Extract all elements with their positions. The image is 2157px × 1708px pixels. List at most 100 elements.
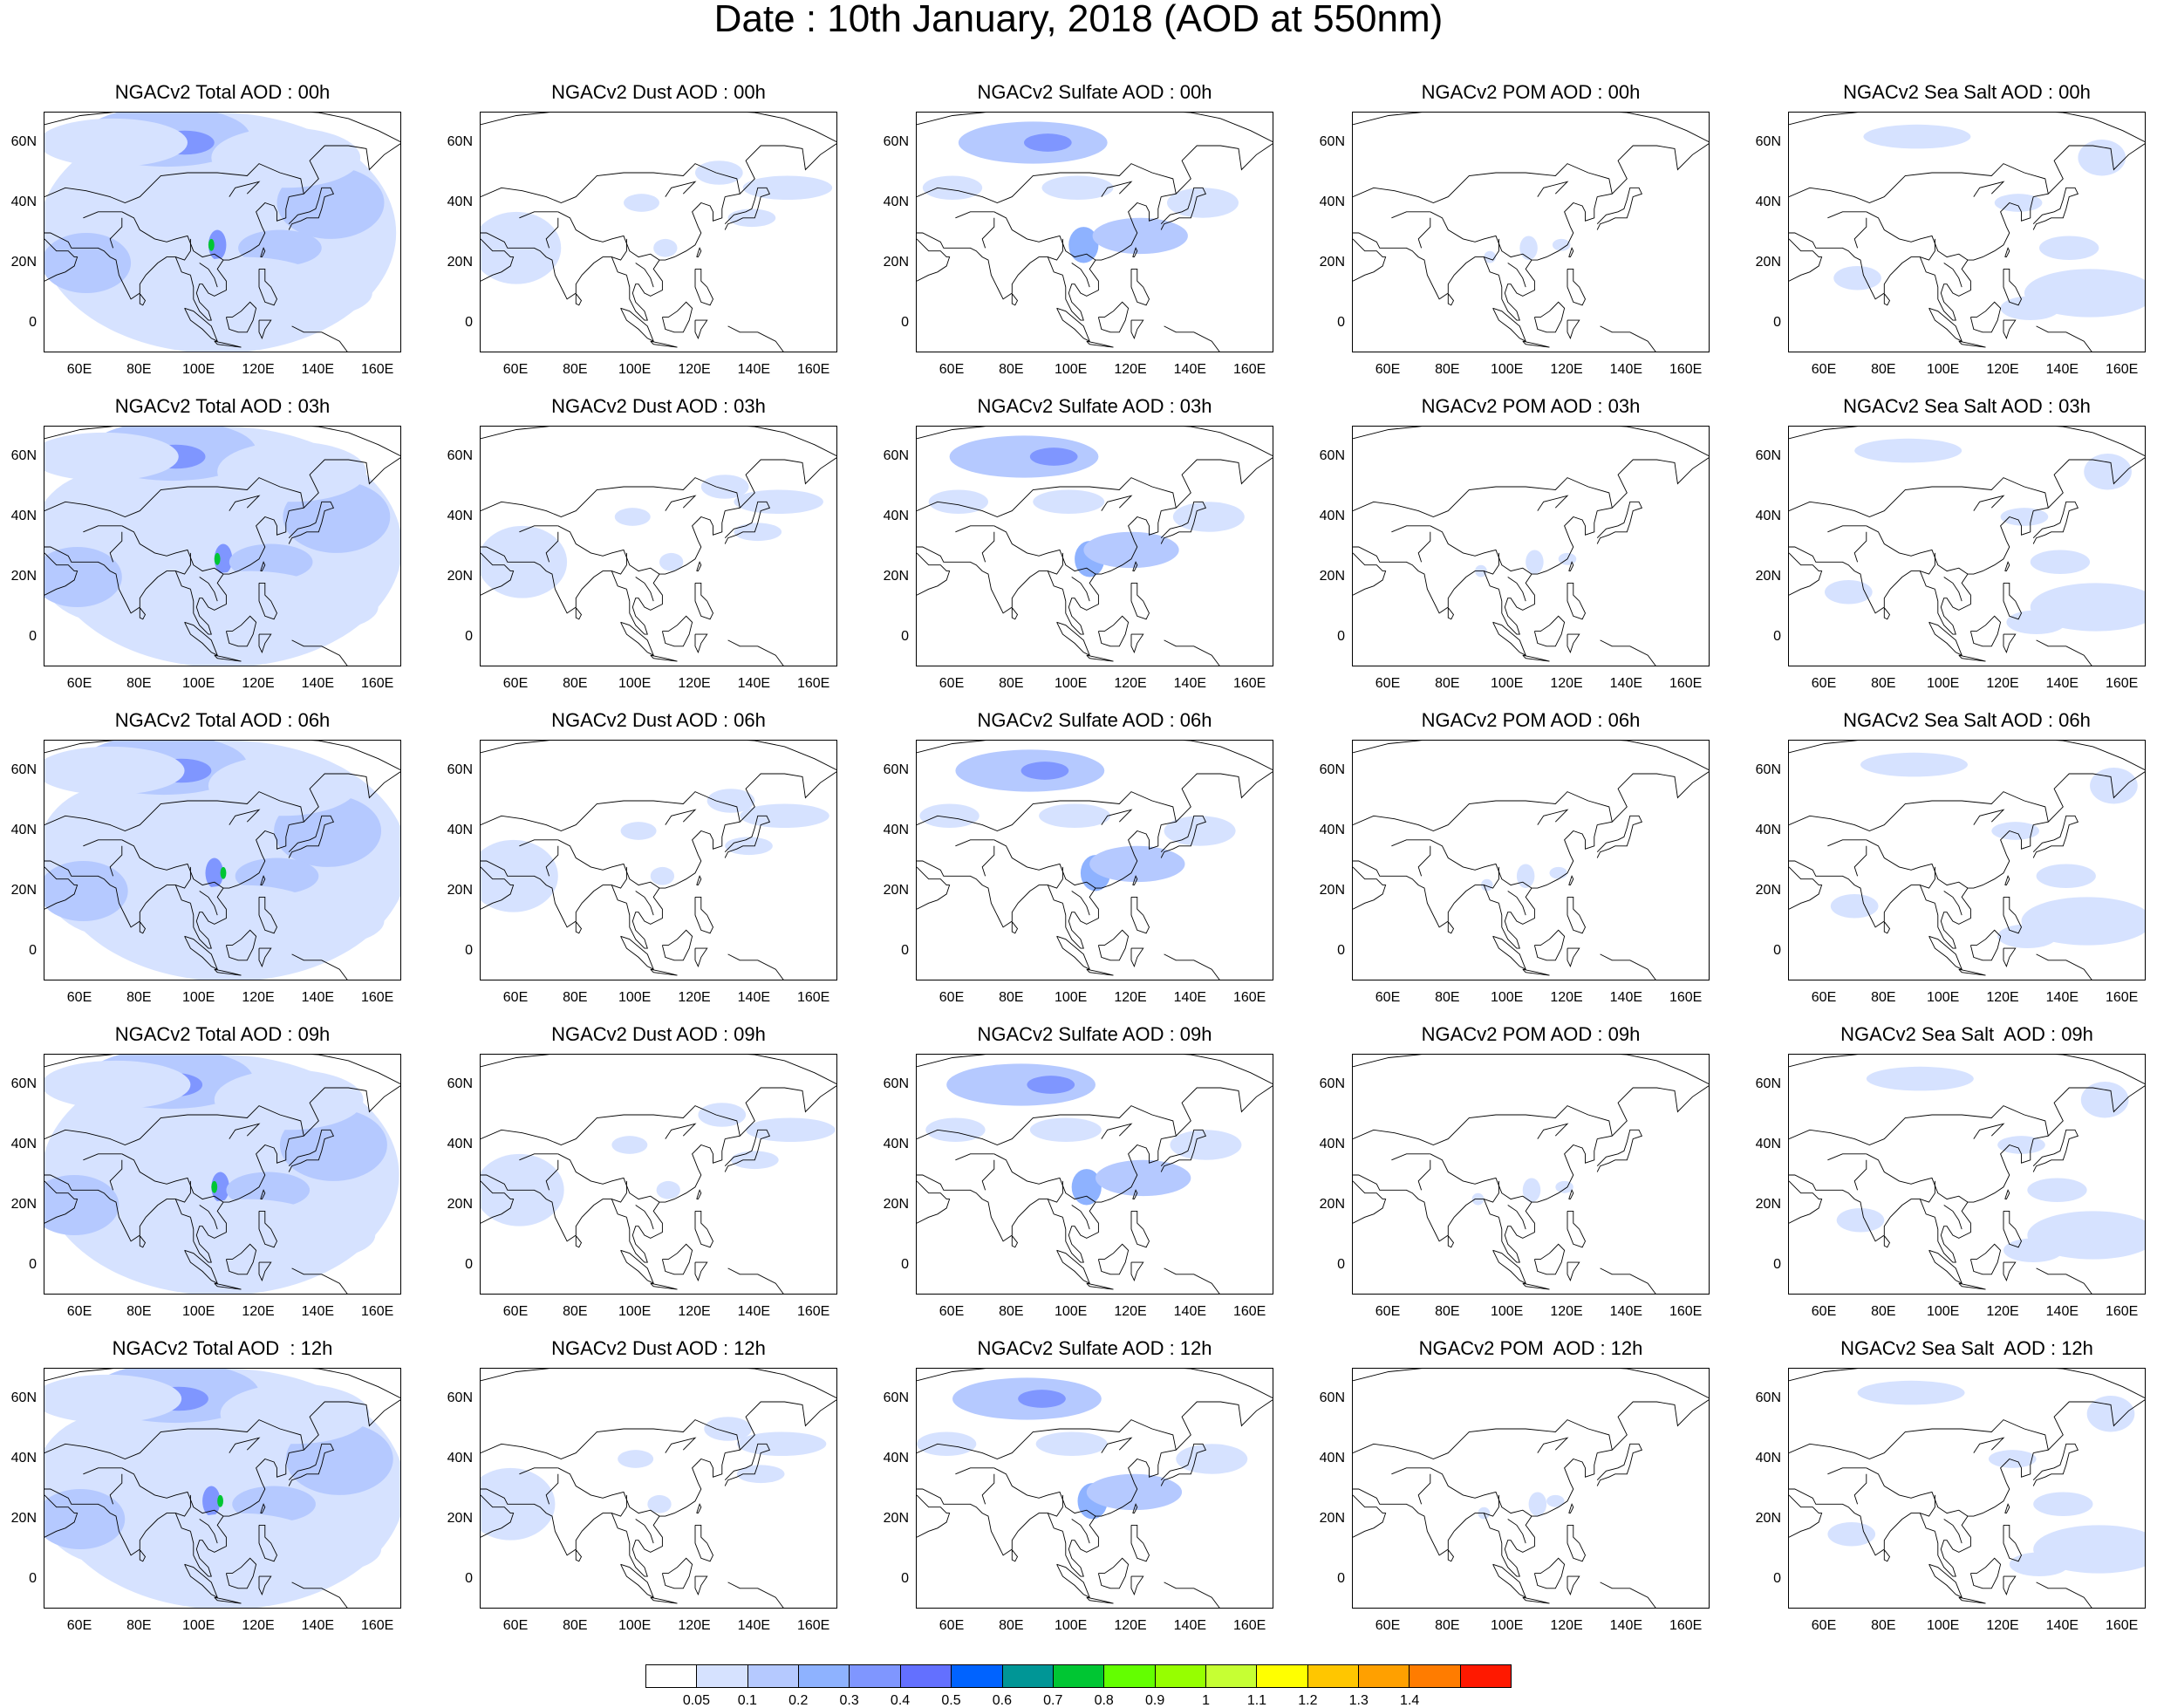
coastline: [519, 1153, 558, 1161]
lon-tick-label: 80E: [1871, 676, 1896, 691]
coastline: [1568, 247, 1574, 258]
coastline: [1883, 293, 1891, 306]
coastline: [121, 839, 224, 889]
aod-shading: [1854, 438, 1962, 463]
coastline: [1596, 815, 1643, 858]
lon-tick-label: 80E: [999, 1618, 1024, 1633]
coastline: [724, 1443, 771, 1486]
lon-tick-label: 140E: [1173, 1304, 1207, 1319]
coastline: [1097, 301, 1130, 333]
coastline: [1134, 196, 1162, 222]
coastline: [225, 1557, 257, 1589]
coastline: [1056, 307, 1091, 343]
lon-tick-label: 160E: [796, 362, 830, 377]
lon-tick-label: 120E: [1986, 362, 2019, 377]
coastline: [44, 1494, 78, 1538]
coastline: [214, 1596, 242, 1604]
coastline: [620, 1563, 655, 1599]
coastline: [1789, 1369, 2145, 1398]
coastline: [725, 143, 836, 198]
aod-shading: [2000, 296, 2060, 321]
coastline: [1507, 263, 1526, 288]
coastline: [611, 238, 627, 261]
lat-tick-label: 20N: [10, 254, 37, 270]
aod-shading: [1863, 124, 1971, 149]
coastline: [1928, 935, 1963, 971]
lon-tick-label: 140E: [2045, 1618, 2079, 1633]
lon-tick-label: 160E: [1232, 362, 1266, 377]
coastline: [1597, 1085, 1709, 1140]
lat-tick-label: 0: [465, 314, 473, 330]
panel-title: NGACv2 POM AOD : 09h: [1421, 1023, 1641, 1045]
lon-tick-label: 140E: [2045, 1304, 2079, 1319]
aod-shading: [946, 1063, 1096, 1106]
aod-shading: [1552, 238, 1571, 251]
coastline: [1130, 1210, 1150, 1248]
coastline: [1484, 238, 1499, 261]
map-panel-total: [44, 1368, 401, 1609]
coastline: [1430, 1153, 1532, 1203]
coastline: [258, 1261, 272, 1281]
aod-shading: [1997, 924, 2058, 949]
colorbar-label: 1.2: [1298, 1693, 1318, 1708]
lat-tick-label: 60N: [1319, 447, 1345, 463]
coastline: [2032, 1443, 2079, 1486]
coastline: [625, 259, 663, 321]
coastline: [1928, 621, 1963, 657]
lon-tick-label: 60E: [1375, 1304, 1401, 1319]
lat-tick-label: 20N: [883, 254, 909, 270]
aod-shading: [620, 822, 657, 840]
colorbar-swatch: [1205, 1665, 1258, 1687]
lat-tick-label: 0: [465, 1570, 473, 1586]
coastline: [1096, 833, 1138, 889]
aod-shading: [116, 1220, 235, 1281]
coastline: [1056, 935, 1091, 971]
aod-shading: [44, 432, 179, 482]
coastline: [2004, 1189, 2010, 1200]
lon-tick-label: 80E: [1871, 362, 1896, 377]
coastline: [214, 654, 242, 662]
coastline: [260, 1503, 266, 1514]
lat-tick-label: 40N: [10, 1136, 37, 1151]
map-canvas: [917, 741, 1273, 980]
lat-tick-label: 20N: [447, 254, 473, 270]
coastline: [199, 891, 218, 916]
coastline: [1597, 457, 1709, 512]
aod-shading: [205, 857, 223, 889]
colorbar-swatch: [1257, 1665, 1308, 1687]
coastline: [481, 866, 515, 910]
coastline: [262, 196, 290, 222]
coastline: [1866, 1467, 1969, 1517]
aod-shading: [217, 1494, 223, 1507]
coastline: [557, 211, 660, 261]
lat-tick-label: 0: [1773, 1256, 1781, 1272]
coastline: [481, 427, 836, 456]
coastline: [1600, 953, 1656, 980]
coastline: [1353, 1055, 1709, 1084]
lat-tick-label: 20N: [1755, 882, 1781, 898]
coastline: [481, 1055, 836, 1084]
coastline: [83, 1153, 122, 1161]
lon-tick-label: 80E: [1435, 1304, 1460, 1319]
lat-tick-label: 40N: [1755, 1136, 1781, 1151]
coastline: [109, 217, 123, 249]
coastline: [635, 1519, 654, 1544]
map-canvas: [1789, 1055, 2145, 1294]
coastline: [1596, 1443, 1643, 1486]
map-panel-sulfate: [916, 1368, 1273, 1609]
lat-tick-label: 60N: [883, 1076, 909, 1091]
lon-tick-label: 80E: [563, 676, 588, 691]
aod-shading: [1519, 236, 1538, 261]
lon-tick-label: 60E: [1811, 1618, 1837, 1633]
lat-tick-label: 40N: [1755, 508, 1781, 523]
coastline: [1507, 1205, 1526, 1230]
coastline: [1447, 921, 1455, 934]
aod-shading: [2000, 508, 2049, 526]
aod-shading: [262, 1525, 382, 1574]
aod-shading: [264, 897, 385, 946]
lon-tick-label: 100E: [1490, 362, 1524, 377]
coastline: [557, 525, 660, 575]
coastline: [1130, 1261, 1144, 1281]
coastline: [1883, 921, 1891, 934]
coastline: [1498, 259, 1535, 321]
